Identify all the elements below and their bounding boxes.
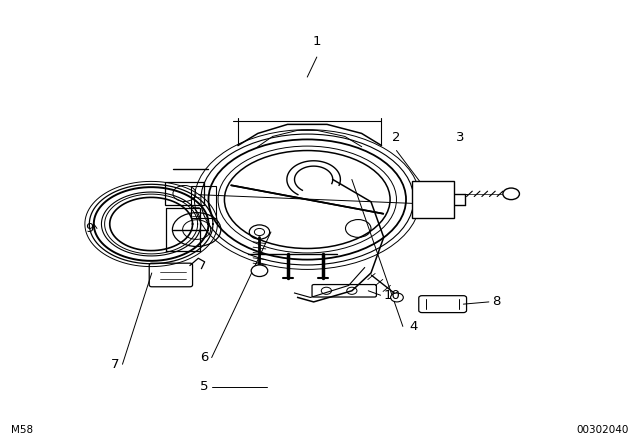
Text: 10: 10 — [384, 289, 401, 302]
Text: 9: 9 — [85, 222, 94, 235]
Bar — [412, 181, 454, 219]
FancyBboxPatch shape — [312, 284, 376, 297]
FancyBboxPatch shape — [419, 296, 467, 313]
Text: 00302040: 00302040 — [577, 426, 629, 435]
Text: 1: 1 — [312, 35, 321, 48]
Text: 3: 3 — [456, 131, 465, 144]
Circle shape — [390, 293, 403, 302]
Text: 5: 5 — [200, 380, 209, 393]
Bar — [165, 182, 204, 205]
Text: 4: 4 — [409, 320, 417, 333]
FancyBboxPatch shape — [149, 263, 193, 287]
Text: M58: M58 — [11, 426, 33, 435]
Text: 6: 6 — [200, 351, 209, 364]
Text: 7: 7 — [111, 358, 119, 371]
Circle shape — [251, 265, 268, 276]
Text: 2: 2 — [392, 131, 401, 144]
Text: 8: 8 — [492, 295, 500, 308]
Circle shape — [503, 188, 520, 200]
